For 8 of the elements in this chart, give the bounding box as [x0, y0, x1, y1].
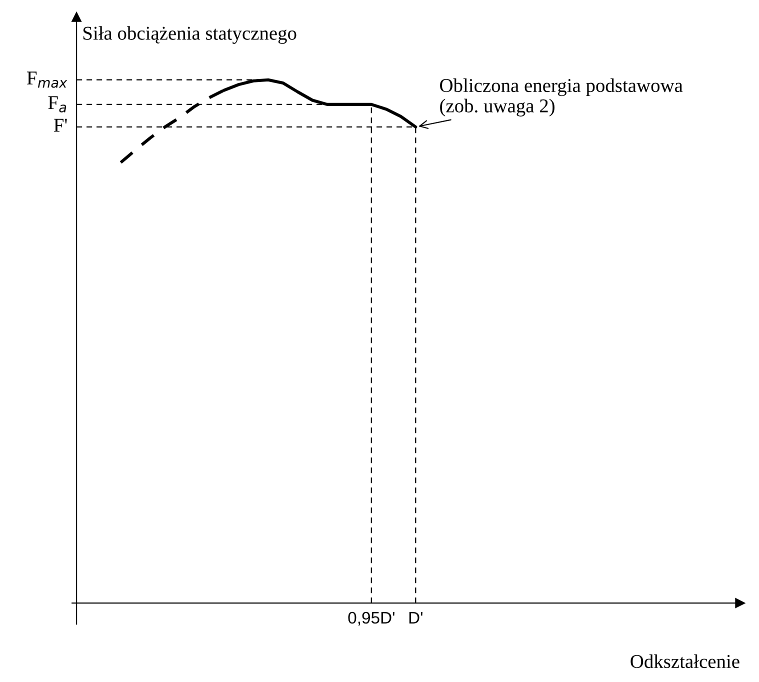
ref-line-label: F$_{max}$ [27, 72, 68, 88]
ref-line-label: F$_{a}$ [48, 96, 66, 112]
x-tick-label: 0,95D' [348, 612, 394, 626]
annotation: Obliczona energia podstawowa (zob. uwaga 2) [440, 78, 683, 116]
x-axis-title: Odkształcenie [630, 654, 740, 668]
y-axis-title: Siła obciążenia statycznego [83, 26, 296, 44]
ref-line-label: F' [54, 118, 67, 132]
x-tick-label: D' [409, 612, 422, 624]
